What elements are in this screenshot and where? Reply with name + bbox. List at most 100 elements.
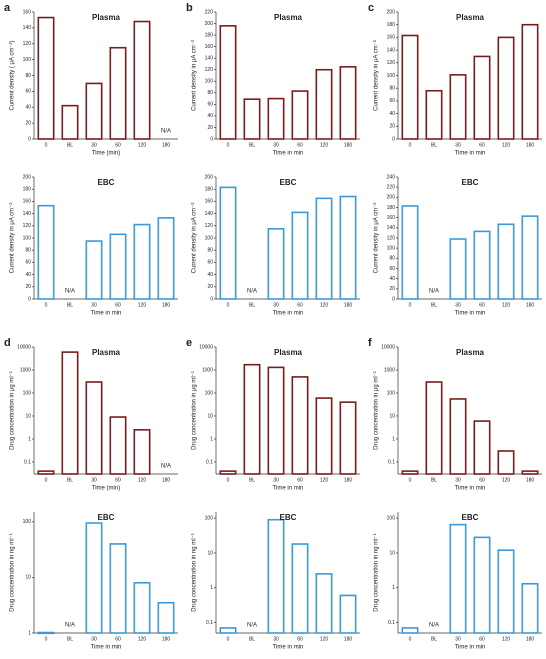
x-tick-label: 180 [344,302,353,308]
bar [219,186,237,300]
y-tick-label: 20 [389,286,395,292]
y-tick-label: 100 [387,73,396,79]
x-tick-label: 60 [115,477,121,483]
y-tick-label: 100 [205,235,214,241]
bar [267,518,285,634]
y-tick-label: 40 [389,111,395,117]
bar [85,522,103,634]
bar [85,381,103,475]
bar [315,573,333,634]
x-tick-label: BL [67,142,73,148]
bar [521,23,539,140]
y-tick-label: 120 [23,41,32,47]
bar [133,223,151,300]
bar [521,470,539,475]
bar [497,549,515,634]
y-tick-label: 200 [205,21,214,27]
bar [157,217,175,300]
x-tick-label: 120 [502,142,511,148]
bar [401,627,419,634]
x-tick-label: 60 [297,636,303,642]
na-label: N/A [429,289,439,295]
y-tick-label: 0 [210,136,213,142]
panel-label: e [186,337,192,349]
y-axis-label: Current density ( μA cm⁻²) [10,41,16,111]
y-tick-label: 180 [387,22,396,28]
bar [133,429,151,475]
panel-label: f [368,337,372,349]
y-tick-label: 60 [207,102,213,108]
chart-title: Plasma [274,348,303,357]
chart-title: Plasma [92,13,121,22]
bar [61,104,79,140]
y-tick-label: 180 [205,32,214,38]
bar [133,581,151,634]
x-tick-label: 180 [162,636,171,642]
bar [339,401,357,475]
chart-title: EBC [280,513,297,522]
y-tick-label: 0 [210,296,213,302]
y-tick-label: 100 [387,245,396,251]
chart-title: Plasma [92,348,121,357]
y-tick-label: 100 [205,515,214,521]
y-tick-label: 0 [28,296,31,302]
y-tick-label: 1 [392,436,395,442]
y-tick-label: 140 [205,56,214,62]
y-tick-label: 120 [23,223,32,229]
x-tick-label: 0 [227,636,230,642]
x-tick-label: 0 [227,477,230,483]
y-tick-label: 200 [387,9,396,15]
chart-title: EBC [462,513,479,522]
y-tick-label: 1 [210,585,213,591]
y-tick-label: 0 [28,136,31,142]
bar [497,36,515,140]
x-tick-label: 0 [227,142,230,148]
y-tick-label: 10000 [381,344,395,350]
bar [315,68,333,140]
x-tick-label: 120 [320,142,329,148]
y-axis-label: Drug concentration in ng ml⁻¹ [192,533,198,612]
x-tick-label: BL [249,636,255,642]
y-tick-label: 10 [25,575,31,581]
bar [315,397,333,475]
x-tick-label: 180 [526,636,535,642]
x-tick-label: 120 [502,477,511,483]
x-tick-label: 180 [526,302,535,308]
bar [425,89,443,140]
y-tick-label: 100 [23,390,32,396]
y-tick-label: 0 [392,136,395,142]
x-tick-label: 120 [138,636,147,642]
y-tick-label: 120 [387,60,396,66]
x-tick-label: 0 [409,142,412,148]
bar [85,240,103,300]
x-axis-label: Time in min [91,645,122,651]
y-tick-label: 80 [389,256,395,262]
bar [243,98,261,140]
y-tick-label: 100 [23,519,32,525]
na-label: N/A [247,623,257,629]
na-label: N/A [247,289,257,295]
x-tick-label: 30 [91,636,97,642]
x-tick-label: 180 [162,302,171,308]
y-tick-label: 60 [389,266,395,272]
bar [401,205,419,300]
na-label: N/A [161,129,171,135]
x-axis-label: Time in min [455,151,486,157]
x-tick-label: 120 [320,636,329,642]
y-tick-label: 0.1 [206,459,213,465]
y-tick-label: 1 [28,436,31,442]
x-tick-label: 120 [138,302,147,308]
y-tick-label: 100 [23,57,32,63]
x-tick-label: 30 [273,477,279,483]
x-tick-label: 0 [45,302,48,308]
y-tick-label: 10 [25,413,31,419]
x-tick-label: 60 [479,636,485,642]
panel-label: c [368,2,374,14]
y-tick-label: 10000 [17,344,31,350]
y-axis-label: Current density in μA cm⁻² [10,203,16,274]
bar [291,543,309,634]
y-tick-label: 40 [389,276,395,282]
chart-title: EBC [280,178,297,187]
y-tick-label: 100 [205,390,214,396]
bar [267,97,285,140]
